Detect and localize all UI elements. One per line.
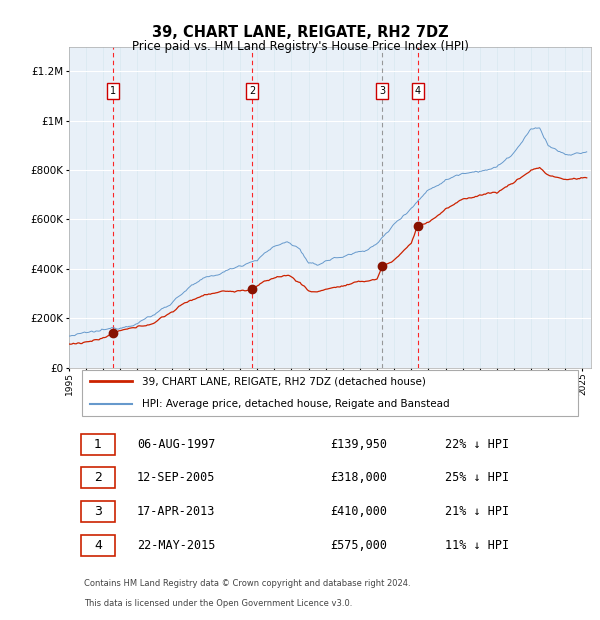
Text: 06-AUG-1997: 06-AUG-1997 [137, 438, 215, 451]
Text: 21% ↓ HPI: 21% ↓ HPI [445, 505, 509, 518]
Text: 4: 4 [415, 86, 421, 96]
FancyBboxPatch shape [81, 467, 115, 489]
Text: £410,000: £410,000 [330, 505, 387, 518]
Text: Price paid vs. HM Land Registry's House Price Index (HPI): Price paid vs. HM Land Registry's House … [131, 40, 469, 53]
Text: 11% ↓ HPI: 11% ↓ HPI [445, 539, 509, 552]
FancyBboxPatch shape [81, 535, 115, 556]
Text: £139,950: £139,950 [330, 438, 387, 451]
Text: £318,000: £318,000 [330, 471, 387, 484]
Text: 22-MAY-2015: 22-MAY-2015 [137, 539, 215, 552]
FancyBboxPatch shape [82, 370, 578, 416]
Text: HPI: Average price, detached house, Reigate and Banstead: HPI: Average price, detached house, Reig… [142, 399, 450, 409]
Text: 4: 4 [94, 539, 102, 552]
Text: 3: 3 [94, 505, 102, 518]
Text: 39, CHART LANE, REIGATE, RH2 7DZ: 39, CHART LANE, REIGATE, RH2 7DZ [152, 25, 448, 40]
Text: 25% ↓ HPI: 25% ↓ HPI [445, 471, 509, 484]
Text: 17-APR-2013: 17-APR-2013 [137, 505, 215, 518]
Text: 39, CHART LANE, REIGATE, RH2 7DZ (detached house): 39, CHART LANE, REIGATE, RH2 7DZ (detach… [142, 376, 426, 386]
Text: This data is licensed under the Open Government Licence v3.0.: This data is licensed under the Open Gov… [83, 599, 352, 608]
FancyBboxPatch shape [81, 501, 115, 522]
Text: 3: 3 [379, 86, 385, 96]
Text: 22% ↓ HPI: 22% ↓ HPI [445, 438, 509, 451]
Text: 1: 1 [94, 438, 102, 451]
Text: 2: 2 [249, 86, 255, 96]
Text: £575,000: £575,000 [330, 539, 387, 552]
FancyBboxPatch shape [81, 433, 115, 454]
Text: 12-SEP-2005: 12-SEP-2005 [137, 471, 215, 484]
Text: 1: 1 [110, 86, 116, 96]
Text: Contains HM Land Registry data © Crown copyright and database right 2024.: Contains HM Land Registry data © Crown c… [83, 580, 410, 588]
Text: 2: 2 [94, 471, 102, 484]
